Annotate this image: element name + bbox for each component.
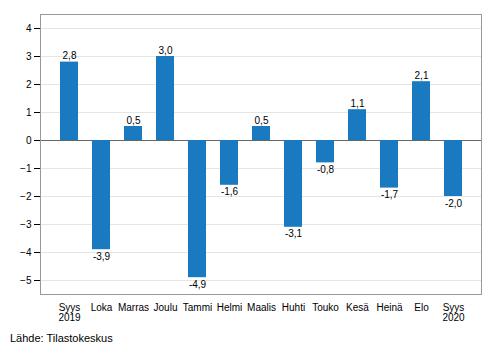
svg-text:0,5: 0,5 <box>127 115 141 126</box>
svg-text:4: 4 <box>26 23 32 34</box>
svg-text:−3: −3 <box>20 219 32 230</box>
svg-text:Marras: Marras <box>118 302 149 313</box>
svg-text:Loka: Loka <box>91 302 113 313</box>
svg-text:2,1: 2,1 <box>415 70 429 81</box>
svg-text:-3,1: -3,1 <box>285 228 303 239</box>
svg-text:1,1: 1,1 <box>351 98 365 109</box>
svg-text:-4,9: -4,9 <box>189 279 207 290</box>
svg-text:-1,6: -1,6 <box>221 186 239 197</box>
svg-text:2,8: 2,8 <box>63 50 77 61</box>
svg-text:-1,7: -1,7 <box>381 189 399 200</box>
svg-text:Kesä: Kesä <box>346 302 369 313</box>
svg-text:3,0: 3,0 <box>159 45 173 56</box>
svg-text:Elo: Elo <box>414 302 429 313</box>
svg-text:Touko: Touko <box>312 302 339 313</box>
svg-text:-3,9: -3,9 <box>93 251 111 262</box>
svg-text:Heinä: Heinä <box>376 302 403 313</box>
svg-text:1: 1 <box>26 107 32 118</box>
svg-text:0,5: 0,5 <box>255 115 269 126</box>
svg-text:Helmi: Helmi <box>217 302 243 313</box>
svg-text:0: 0 <box>26 135 32 146</box>
svg-text:-2,0: -2,0 <box>445 198 463 209</box>
html-text:Lähde: Tilastokeskus: Lähde: Tilastokeskus <box>10 332 113 344</box>
svg-text:Huhti: Huhti <box>282 302 305 313</box>
svg-text:3: 3 <box>26 51 32 62</box>
svg-text:−5: −5 <box>20 275 32 286</box>
svg-text:−1: −1 <box>20 163 32 174</box>
svg-text:Syys2019: Syys2019 <box>58 302 81 323</box>
svg-text:Tammi: Tammi <box>183 302 212 313</box>
svg-text:Joulu: Joulu <box>154 302 178 313</box>
svg-text:−4: −4 <box>20 247 32 258</box>
svg-text:2: 2 <box>26 79 32 90</box>
svg-text:−2: −2 <box>20 191 32 202</box>
svg-text:Maalis: Maalis <box>247 302 276 313</box>
svg-text:-0,8: -0,8 <box>317 164 335 175</box>
svg-text:Syys2020: Syys2020 <box>442 302 465 323</box>
